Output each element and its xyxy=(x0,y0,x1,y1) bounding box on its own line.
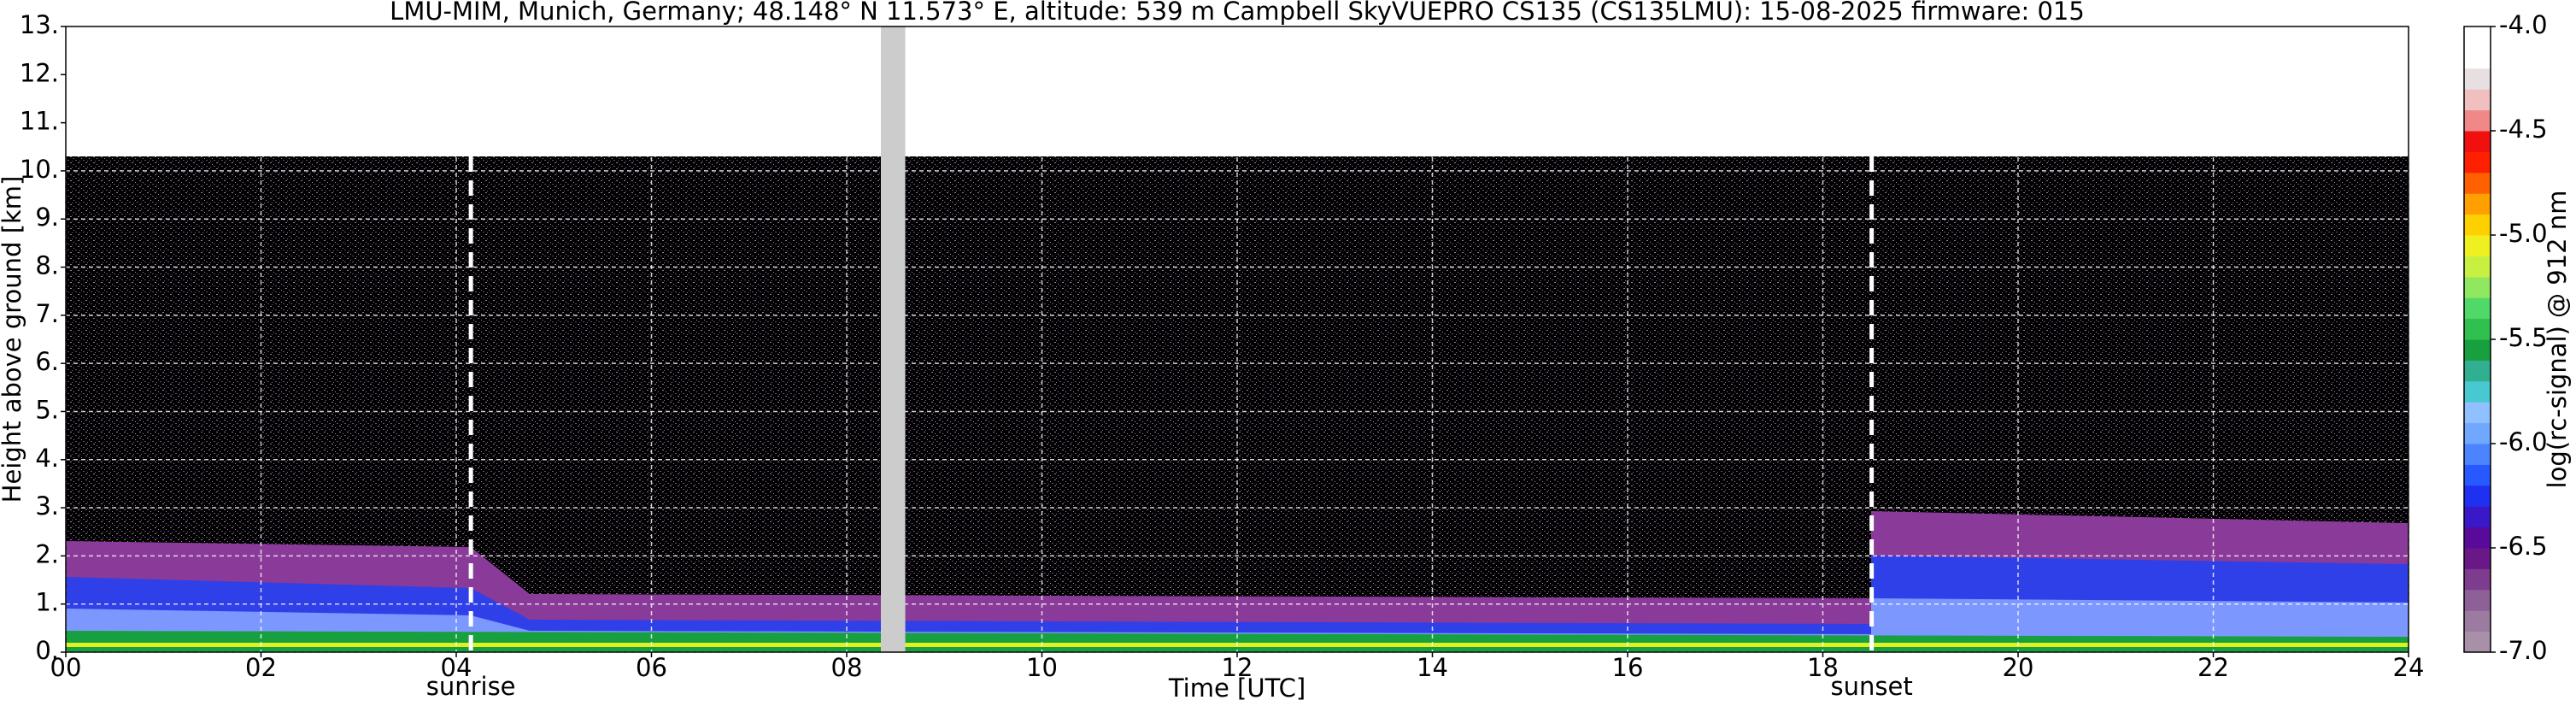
colorbar-segment xyxy=(2464,193,2491,215)
colorbar-segment xyxy=(2464,151,2491,174)
y-tick-label: 9. xyxy=(35,203,59,232)
colorbar-segment xyxy=(2464,464,2491,486)
y-tick-label: 5. xyxy=(35,395,59,424)
x-tick-label: 22 xyxy=(2198,653,2229,682)
colorbar-segment xyxy=(2464,589,2491,611)
y-tick-label: 1. xyxy=(35,588,59,617)
colorbar-segment xyxy=(2464,109,2491,132)
y-tick-label: 2. xyxy=(35,539,59,568)
colorbar-segment xyxy=(2464,568,2491,591)
colorbar-segment xyxy=(2464,631,2491,653)
colorbar-segment xyxy=(2464,402,2491,424)
y-tick-label: 13. xyxy=(20,10,59,39)
colorbar-segment xyxy=(2464,131,2491,152)
colorbar-segment xyxy=(2464,485,2491,507)
x-tick-label: 20 xyxy=(2003,653,2034,682)
y-tick-label: 10. xyxy=(20,155,59,184)
x-tick-label: 00 xyxy=(50,653,82,682)
aerosol-layer xyxy=(66,511,2409,652)
x-tick-label: 08 xyxy=(831,653,863,682)
sun-event-label: sunset xyxy=(1831,672,1913,701)
colorbar-segment xyxy=(2464,339,2491,361)
colorbar-segment xyxy=(2464,276,2491,298)
colorbar-segment xyxy=(2464,444,2491,465)
colorbar-tick-label: -6.5 xyxy=(2499,532,2548,561)
colorbar-segment xyxy=(2464,610,2491,632)
y-tick-label: 6. xyxy=(35,347,59,376)
y-tick-label: 8. xyxy=(35,251,59,280)
colorbar-segment xyxy=(2464,506,2491,528)
colorbar-segment xyxy=(2464,527,2491,549)
colorbar-segment xyxy=(2464,548,2491,569)
chart-title: LMU-MIM, Munich, Germany; 48.148° N 11.5… xyxy=(390,0,2085,26)
x-tick-label: 06 xyxy=(636,653,667,682)
x-tick-label: 10 xyxy=(1026,653,1058,682)
colorbar-segment xyxy=(2464,422,2491,444)
colorbar-label: log(rc-signal) @ 912 nm xyxy=(2543,191,2572,489)
y-axis-label: Height above ground [km] xyxy=(0,176,26,503)
colorbar-segment xyxy=(2464,318,2491,340)
colorbar-segment xyxy=(2464,214,2491,236)
y-tick-label: 0. xyxy=(35,636,59,665)
colorbar-segment xyxy=(2464,256,2491,278)
colorbar-tick-label: -4.0 xyxy=(2499,10,2548,39)
y-tick-label: 11. xyxy=(20,107,59,136)
x-axis-label: Time [UTC] xyxy=(1168,674,1306,703)
x-tick-label: 24 xyxy=(2393,653,2425,682)
colorbar-segment xyxy=(2464,360,2491,382)
colorbar-tick-label: -7.0 xyxy=(2499,636,2548,665)
colorbar-tick-label: -6.0 xyxy=(2499,427,2548,456)
x-tick-label: 12 xyxy=(1222,653,1253,682)
colorbar-tick-label: -5.5 xyxy=(2499,323,2548,352)
x-tick-label: 04 xyxy=(441,653,472,682)
colorbar-tick-label: -5.0 xyxy=(2499,219,2548,248)
x-tick-label: 18 xyxy=(1807,653,1839,682)
x-tick-label: 02 xyxy=(245,653,277,682)
x-tick-label: 14 xyxy=(1417,653,1448,682)
y-tick-label: 3. xyxy=(35,491,59,521)
colorbar-segment xyxy=(2464,89,2491,111)
data-gap xyxy=(880,26,906,652)
colorbar-segment xyxy=(2464,172,2491,194)
y-tick-label: 7. xyxy=(35,299,59,328)
colorbar-segment xyxy=(2464,297,2491,320)
colorbar-segment xyxy=(2464,47,2491,69)
y-tick-label: 4. xyxy=(35,444,59,473)
sun-event-label: sunrise xyxy=(426,672,516,701)
y-tick-label: 12. xyxy=(20,58,59,87)
colorbar-segment xyxy=(2464,380,2491,403)
colorbar-segment xyxy=(2464,26,2491,48)
colorbar-segment xyxy=(2464,68,2491,90)
x-tick-label: 16 xyxy=(1612,653,1644,682)
colorbar-segment xyxy=(2464,235,2491,256)
colorbar-tick-label: -4.5 xyxy=(2499,115,2548,144)
